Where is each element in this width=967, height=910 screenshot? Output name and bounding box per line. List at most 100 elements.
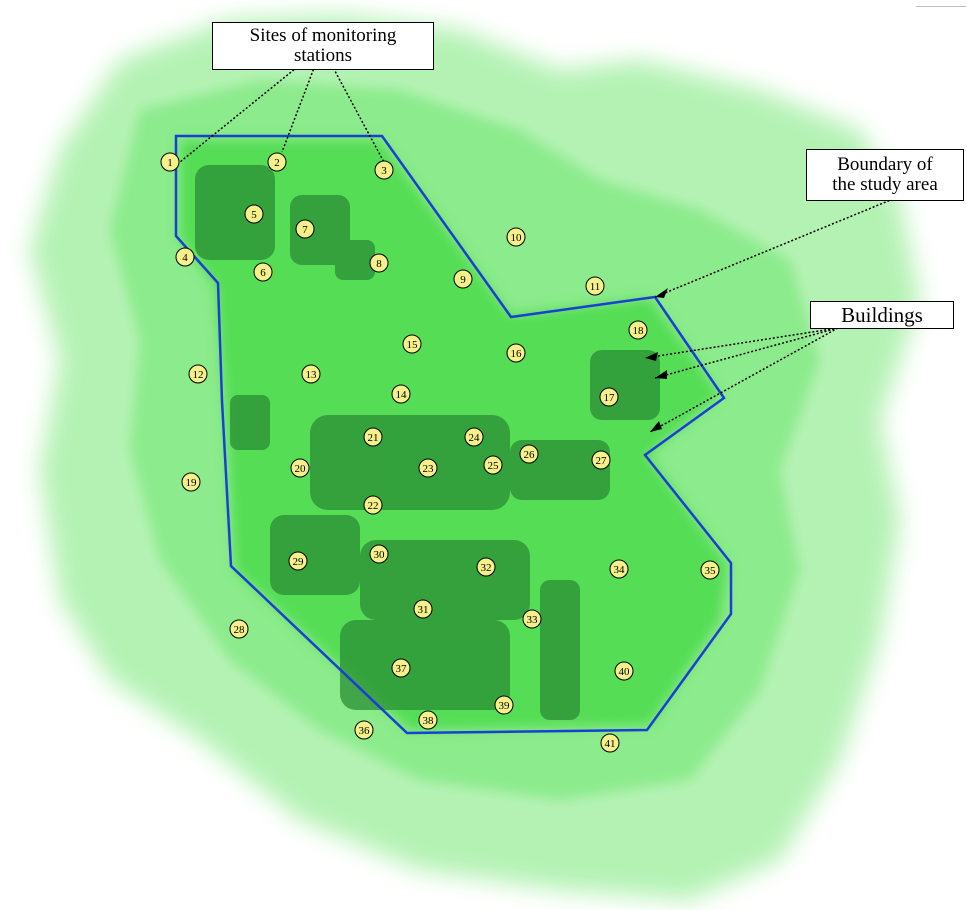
station-circle (188, 364, 208, 384)
station-circle (402, 334, 422, 354)
station-marker-13: 13 (301, 364, 321, 384)
station-marker-9: 9 (453, 269, 473, 289)
station-circle (290, 458, 310, 478)
station-number: 5 (251, 209, 257, 221)
station-circle (229, 619, 249, 639)
station-circle (391, 658, 411, 678)
station-marker-30: 30 (369, 544, 389, 564)
station-number: 4 (182, 252, 188, 264)
station-marker-34: 34 (609, 559, 629, 579)
station-number: 11 (590, 281, 601, 293)
station-marker-10: 10 (506, 227, 526, 247)
station-circle (288, 551, 308, 571)
station-marker-1: 1 (160, 152, 180, 172)
station-marker-22: 22 (363, 495, 383, 515)
station-marker-28: 28 (229, 619, 249, 639)
leader-lines (179, 46, 894, 433)
station-number: 16 (511, 348, 523, 360)
station-marker-24: 24 (464, 427, 484, 447)
station-circle (301, 364, 321, 384)
station-marker-15: 15 (402, 334, 422, 354)
station-circle (369, 544, 389, 564)
buildings-label: Buildings (810, 301, 954, 329)
station-number: 29 (293, 556, 305, 568)
station-marker-27: 27 (591, 450, 611, 470)
station-circle (453, 269, 473, 289)
station-number: 13 (306, 369, 318, 381)
station-number: 7 (302, 224, 308, 236)
station-circle (483, 455, 503, 475)
station-circle (295, 219, 315, 239)
station-marker-33: 33 (522, 609, 542, 629)
station-circle (609, 559, 629, 579)
station-number: 18 (633, 325, 645, 337)
station-circle (267, 152, 287, 172)
station-circle (506, 343, 526, 363)
station-circle (253, 262, 273, 282)
station-number: 30 (374, 549, 386, 561)
station-circle (600, 733, 620, 753)
station-marker-2: 2 (267, 152, 287, 172)
station-number: 33 (527, 614, 539, 626)
station-circle (585, 276, 605, 296)
station-marker-36: 36 (354, 720, 374, 740)
station-marker-16: 16 (506, 343, 526, 363)
station-number: 23 (423, 463, 435, 475)
station-circle (519, 444, 539, 464)
station-circle (506, 227, 526, 247)
station-marker-26: 26 (519, 444, 539, 464)
station-number: 12 (193, 369, 204, 381)
station-marker-19: 19 (181, 472, 201, 492)
station-circle (418, 458, 438, 478)
station-marker-5: 5 (244, 204, 264, 224)
station-number: 6 (260, 267, 266, 279)
station-number: 26 (524, 449, 536, 461)
boundary-label: Boundary of the study area (806, 149, 964, 201)
station-number: 19 (186, 477, 198, 489)
station-number: 27 (596, 455, 608, 467)
station-number: 14 (396, 389, 408, 401)
station-circle (700, 560, 720, 580)
station-number: 34 (614, 564, 626, 576)
station-number: 32 (481, 562, 492, 574)
station-circle (494, 695, 514, 715)
station-marker-40: 40 (614, 661, 634, 681)
station-number: 22 (368, 500, 379, 512)
station-number: 37 (396, 663, 408, 675)
station-circle (599, 387, 619, 407)
station-circle (591, 450, 611, 470)
station-marker-3: 3 (374, 160, 394, 180)
station-number: 36 (359, 725, 371, 737)
station-number: 3 (381, 165, 387, 177)
station-marker-31: 31 (413, 599, 433, 619)
station-marker-21: 21 (363, 427, 383, 447)
station-number: 40 (619, 666, 631, 678)
station-number: 24 (469, 432, 481, 444)
station-number: 31 (418, 604, 429, 616)
station-marker-37: 37 (391, 658, 411, 678)
station-circle (354, 720, 374, 740)
station-marker-32: 32 (476, 557, 496, 577)
station-number: 15 (407, 339, 419, 351)
station-circle (369, 253, 389, 273)
station-number: 21 (368, 432, 379, 444)
sites-label: Sites of monitoring stations (212, 22, 434, 70)
station-marker-14: 14 (391, 384, 411, 404)
station-marker-39: 39 (494, 695, 514, 715)
station-marker-23: 23 (418, 458, 438, 478)
station-marker-6: 6 (253, 262, 273, 282)
station-marker-20: 20 (290, 458, 310, 478)
station-circle (464, 427, 484, 447)
station-marker-25: 25 (483, 455, 503, 475)
station-circle (418, 710, 438, 730)
station-number: 8 (376, 258, 382, 270)
station-marker-7: 7 (295, 219, 315, 239)
study-area-boundary (174, 134, 733, 735)
station-circle (476, 557, 496, 577)
station-number: 1 (167, 157, 173, 169)
station-marker-17: 17 (599, 387, 619, 407)
station-number: 10 (511, 232, 523, 244)
station-marker-35: 35 (700, 560, 720, 580)
station-marker-8: 8 (369, 253, 389, 273)
